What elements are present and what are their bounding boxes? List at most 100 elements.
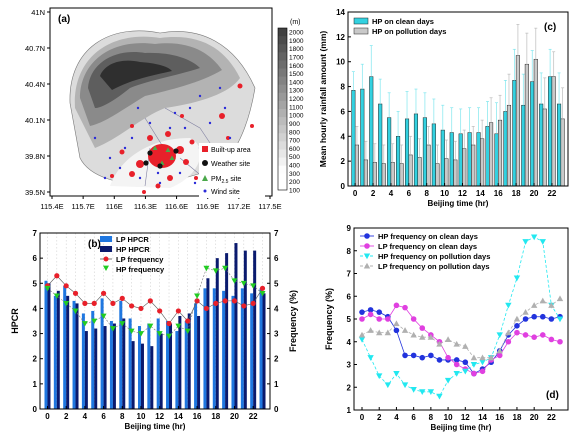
pm25-site: [165, 147, 171, 152]
d-point-2: [358, 336, 366, 343]
d-point-2: [384, 382, 392, 389]
colorbar-tick-label: 1000: [289, 113, 304, 120]
b-bar-lp: [44, 280, 48, 409]
d-line-2: [361, 236, 561, 397]
c-bar-clean: [422, 117, 427, 187]
b-bar-hp: [66, 295, 70, 409]
b-y-tick-label: 6: [33, 254, 38, 263]
b-point-lp: [100, 290, 107, 296]
b-point-hp: [259, 290, 266, 297]
b-bar-hp: [150, 346, 154, 409]
legend-weather-swatch: [202, 160, 208, 166]
colorbar-tick-label: 300: [289, 171, 300, 178]
b-bar-hp: [131, 341, 135, 409]
colorbar-segment: [278, 60, 287, 69]
b-point-lp: [63, 283, 69, 289]
d-point-3: [522, 308, 529, 315]
b-point-hp: [231, 278, 238, 284]
c-x-tick-label: 22: [547, 189, 556, 198]
colorbar-tick-label: 900: [289, 121, 300, 128]
built-up-patch: [130, 124, 134, 128]
wind-site: [228, 136, 232, 140]
b-y2-axis-label: Frequency (%): [288, 290, 298, 352]
c-bar-clean: [404, 118, 410, 187]
wind-site: [138, 176, 142, 180]
b-point-lp: [166, 320, 172, 327]
b-point-lp: [157, 308, 163, 314]
d-point-0: [548, 316, 555, 322]
d-x-tick-label: 22: [547, 413, 556, 422]
d-point-3: [548, 302, 555, 308]
d-y-tick-label: 9: [347, 224, 352, 233]
b-bar-hp: [206, 278, 210, 409]
c-bar-pollution: [462, 148, 467, 187]
b-point-hp: [147, 323, 154, 330]
d-line-1: [361, 304, 561, 375]
d-x-tick-label: 14: [478, 413, 487, 422]
c-y-tick-label: 6: [341, 107, 346, 116]
d-point-1: [393, 302, 400, 309]
built-up-patch: [219, 113, 225, 119]
lat-tick-label: 40.7N: [25, 44, 45, 53]
c-legend-swatch-clean: [353, 17, 369, 25]
c-bar-pollution: [542, 108, 547, 187]
c-x-tick-label: 8: [424, 189, 429, 198]
b-point-lp: [175, 308, 181, 314]
c-x-tick-label: 2: [371, 189, 376, 198]
c-bar-pollution: [533, 58, 538, 187]
lon-tick-label: 117.5E: [258, 202, 281, 211]
c-x-tick-label: 12: [458, 189, 467, 198]
b-y2-tick-label: 4: [274, 304, 279, 313]
b-y-tick-label: 5: [33, 279, 38, 288]
wind-site: [168, 126, 172, 130]
b-bar-lp: [222, 290, 226, 409]
weather-site: [173, 148, 179, 154]
b-bar-lp: [250, 293, 254, 409]
c-legend-swatch-pollution: [353, 27, 369, 35]
b-y2-tick-label: 2: [274, 355, 279, 364]
c-bar-clean: [530, 81, 535, 187]
d-y-tick-label: 1: [347, 406, 352, 415]
b-bar-lp: [63, 285, 67, 409]
b-point-hp: [63, 301, 70, 307]
d-point-1: [402, 304, 408, 311]
colorbar-segment: [278, 109, 287, 118]
d-point-3: [427, 334, 435, 340]
lon-tick-label: 117.2E: [227, 202, 250, 211]
d-point-2: [496, 332, 503, 339]
weather-site: [157, 163, 163, 169]
d-x-tick-label: 0: [360, 413, 365, 422]
b-point-lp: [147, 298, 153, 304]
b-x-axis-label: Beijing time (hr): [125, 422, 186, 431]
c-y-tick-label: 10: [336, 58, 345, 67]
d-point-1: [514, 329, 520, 336]
c-bar-clean: [396, 136, 401, 187]
built-up-patch: [167, 175, 173, 181]
c-bar-clean: [369, 76, 374, 187]
b-legend-label: LP HPCR: [116, 235, 149, 244]
d-point-3: [444, 336, 452, 343]
colorbar-tick-label: 200: [289, 179, 300, 186]
c-plot-frame: [347, 11, 569, 187]
d-point-3: [376, 329, 383, 336]
legend-weather-label: Weather site: [211, 161, 250, 168]
panel-label-d: (d): [546, 390, 559, 401]
b-y-tick-label: 4: [33, 304, 38, 313]
d-point-0: [376, 309, 383, 315]
c-x-tick-label: 18: [512, 189, 521, 198]
d-legend-label: LP frequency on clean days: [378, 242, 477, 251]
built-up-patch: [110, 174, 114, 178]
colorbar-segment: [278, 52, 287, 61]
c-legend-label: HP on pollution days: [372, 27, 446, 36]
d-point-3: [505, 329, 512, 336]
d-legend-marker: [363, 253, 371, 260]
wind-site: [93, 136, 97, 140]
colorbar-unit: (m): [290, 19, 301, 26]
wind-site: [108, 156, 112, 160]
d-legend-label: HP frequency on pollution days: [378, 252, 490, 261]
b-x-tick-label: 10: [137, 412, 146, 421]
b-bar-hp: [234, 243, 238, 409]
built-up-patch: [165, 131, 171, 137]
c-bar-pollution: [506, 104, 512, 187]
